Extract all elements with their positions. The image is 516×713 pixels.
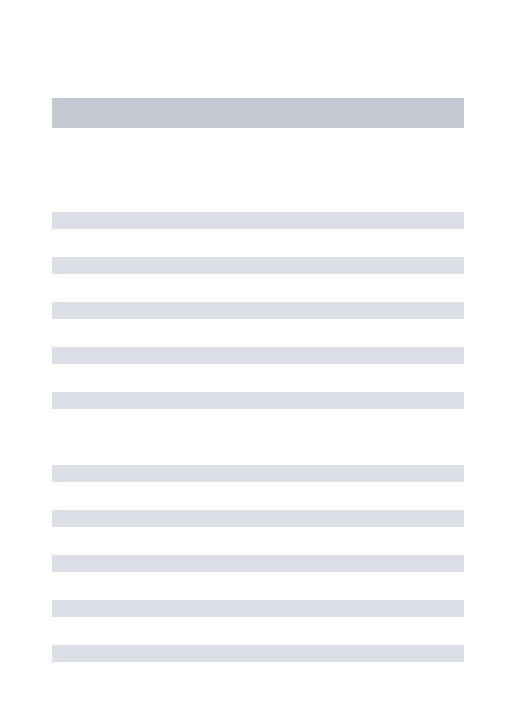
- skeleton-container: [0, 0, 516, 662]
- skeleton-line: [52, 212, 464, 229]
- skeleton-line: [52, 510, 464, 527]
- skeleton-line: [52, 302, 464, 319]
- skeleton-line: [52, 465, 464, 482]
- skeleton-section-1: [52, 212, 464, 409]
- skeleton-line: [52, 392, 464, 409]
- skeleton-line: [52, 600, 464, 617]
- skeleton-line: [52, 555, 464, 572]
- skeleton-section-2: [52, 465, 464, 662]
- skeleton-line: [52, 645, 464, 662]
- skeleton-line: [52, 347, 464, 364]
- skeleton-section-gap: [52, 437, 464, 465]
- skeleton-title-bar: [52, 98, 464, 128]
- skeleton-line: [52, 257, 464, 274]
